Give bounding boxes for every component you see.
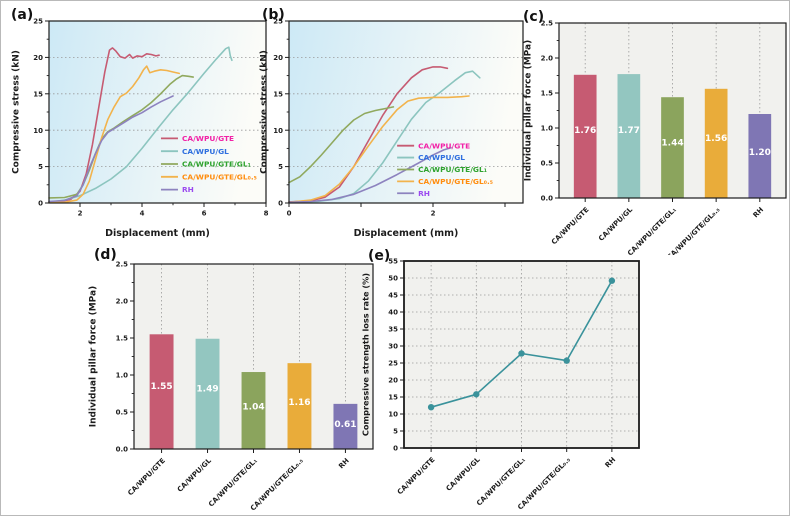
svg-text:1.16: 1.16 bbox=[288, 398, 310, 408]
panel-b-tag: (b) bbox=[262, 7, 285, 23]
svg-text:CA/WPU/GL: CA/WPU/GL bbox=[597, 205, 634, 242]
svg-text:35: 35 bbox=[388, 326, 398, 334]
svg-text:2.0: 2.0 bbox=[116, 298, 129, 306]
svg-text:2: 2 bbox=[431, 210, 436, 218]
svg-text:20: 20 bbox=[388, 377, 398, 385]
svg-text:4: 4 bbox=[140, 210, 145, 218]
chart-c-canvas: 1.76 1.77 1.44 1.56 1.20 0.0 0.5 1.0 1.5 2.0 2.5 CA… bbox=[524, 20, 787, 255]
chart-d-canvas: 1.55 1.49 1.04 1.16 0.61 0.0 0.5 1.0 1.5 2.0 2.5 CA… bbox=[89, 261, 374, 513]
svg-text:1.77: 1.77 bbox=[618, 126, 640, 136]
svg-text:Individual pillar force (MPa): Individual pillar force (MPa) bbox=[524, 40, 534, 181]
svg-text:0.5: 0.5 bbox=[116, 409, 129, 417]
svg-text:0: 0 bbox=[38, 200, 43, 208]
svg-text:55: 55 bbox=[388, 258, 398, 266]
svg-text:CA/WPU/GTE/GL₁: CA/WPU/GTE/GL₁ bbox=[475, 456, 527, 508]
panel-a-line-chart: (a) 0 5 10 15 20 25 2 4 6 8 Displacement (mm) Compr… bbox=[9, 5, 271, 241]
svg-text:Displacement (mm): Displacement (mm) bbox=[105, 228, 210, 239]
svg-text:CA/WPU/GL: CA/WPU/GL bbox=[418, 153, 465, 162]
svg-text:0.61: 0.61 bbox=[334, 420, 356, 430]
svg-text:CA/WPU/GTE/GL₀.₅: CA/WPU/GTE/GL₀.₅ bbox=[418, 177, 493, 186]
svg-text:Compressive stress (kN): Compressive stress (kN) bbox=[12, 50, 22, 174]
svg-text:0: 0 bbox=[287, 210, 292, 218]
panel-e-tag: (e) bbox=[368, 248, 391, 264]
svg-text:20: 20 bbox=[273, 54, 283, 62]
svg-text:1.20: 1.20 bbox=[749, 148, 771, 158]
svg-text:RH: RH bbox=[337, 457, 351, 471]
svg-text:CA/WPU/GTE: CA/WPU/GTE bbox=[396, 456, 437, 497]
svg-text:40: 40 bbox=[388, 309, 398, 317]
svg-text:1.76: 1.76 bbox=[574, 126, 596, 136]
svg-text:RH: RH bbox=[604, 456, 618, 470]
svg-text:CA/WPU/GL: CA/WPU/GL bbox=[182, 147, 229, 156]
svg-text:2.0: 2.0 bbox=[541, 55, 554, 63]
svg-text:15: 15 bbox=[33, 90, 43, 98]
panel-b-line-chart: (b) 0 5 10 15 20 25 0 2 Displacement (mm) Compres… bbox=[257, 5, 528, 241]
svg-text:1.55: 1.55 bbox=[150, 382, 172, 392]
svg-text:0: 0 bbox=[393, 445, 398, 453]
panel-d-bar-chart: (d) 1.55 1.49 1.04 1.16 0.61 0.0 0.5 1.0 1.5 2.0 2… bbox=[86, 245, 377, 515]
svg-text:20: 20 bbox=[33, 54, 43, 62]
svg-text:2.5: 2.5 bbox=[116, 261, 129, 269]
svg-text:25: 25 bbox=[33, 18, 43, 26]
svg-text:1.49: 1.49 bbox=[196, 384, 218, 394]
svg-text:30: 30 bbox=[388, 343, 398, 351]
svg-text:0.0: 0.0 bbox=[116, 446, 129, 454]
svg-text:Compressive strength loss rate: Compressive strength loss rate (%) bbox=[361, 273, 371, 436]
svg-text:CA/WPU/GTE/GL₁: CA/WPU/GTE/GL₁ bbox=[207, 457, 259, 509]
svg-text:8: 8 bbox=[264, 210, 269, 218]
svg-text:0.5: 0.5 bbox=[541, 160, 554, 168]
svg-text:0.0: 0.0 bbox=[541, 195, 554, 203]
svg-text:25: 25 bbox=[273, 18, 283, 26]
svg-text:1.5: 1.5 bbox=[116, 335, 129, 343]
chart-a-canvas: 0 5 10 15 20 25 2 4 6 8 Displacement (mm) Compressi… bbox=[12, 18, 269, 239]
svg-text:1.0: 1.0 bbox=[116, 372, 129, 380]
svg-text:CA/WPU/GL: CA/WPU/GL bbox=[445, 455, 482, 492]
svg-text:CA/WPU/GTE/GL₀.₅: CA/WPU/GTE/GL₀.₅ bbox=[182, 172, 257, 181]
svg-text:45: 45 bbox=[388, 292, 398, 300]
svg-text:1.5: 1.5 bbox=[541, 90, 554, 98]
svg-text:5: 5 bbox=[393, 428, 398, 436]
panel-c-bar-chart: (c) 1.76 1.77 1.44 1.56 1.20 0.0 0.5 1.0 1.5 2.0 2… bbox=[521, 5, 789, 255]
svg-text:1.56: 1.56 bbox=[705, 134, 727, 144]
svg-text:1.44: 1.44 bbox=[661, 139, 683, 149]
svg-text:CA/WPU/GTE/GL₀.₅: CA/WPU/GTE/GL₀.₅ bbox=[516, 456, 572, 512]
svg-text:CA/WPU/GTE: CA/WPU/GTE bbox=[126, 457, 167, 498]
svg-text:RH: RH bbox=[182, 185, 194, 194]
panel-a-tag: (a) bbox=[11, 7, 34, 23]
svg-text:CA/WPU/GTE: CA/WPU/GTE bbox=[182, 134, 234, 143]
svg-text:2.5: 2.5 bbox=[541, 20, 554, 28]
svg-text:Displacement (mm): Displacement (mm) bbox=[354, 228, 459, 239]
panel-c-tag: (c) bbox=[523, 9, 545, 25]
svg-text:CA/WPU/GTE/GL₀.₅: CA/WPU/GTE/GL₀.₅ bbox=[249, 457, 305, 513]
svg-text:CA/WPU/GTE: CA/WPU/GTE bbox=[550, 206, 591, 247]
svg-text:10: 10 bbox=[33, 127, 43, 135]
chart-b-canvas: 0 5 10 15 20 25 0 2 Displacement (mm) Compressive… bbox=[260, 18, 524, 239]
panel-d-tag: (d) bbox=[94, 247, 117, 263]
svg-text:1.04: 1.04 bbox=[242, 403, 264, 413]
svg-text:15: 15 bbox=[388, 394, 398, 402]
svg-text:50: 50 bbox=[388, 275, 398, 283]
svg-text:Compressive stress (kN): Compressive stress (kN) bbox=[260, 50, 270, 174]
svg-text:15: 15 bbox=[273, 90, 283, 98]
svg-text:10: 10 bbox=[273, 127, 283, 135]
panel-e-scatter-chart: (e) 0 5 10 15 20 25 30 35 40 45 50 55 CA/WPU/GTE CA/W… bbox=[359, 245, 643, 515]
svg-text:CA/WPU/GTE/GL₁: CA/WPU/GTE/GL₁ bbox=[182, 160, 251, 169]
svg-text:6: 6 bbox=[202, 210, 207, 218]
svg-text:CA/WPU/GL: CA/WPU/GL bbox=[176, 456, 213, 493]
svg-text:2: 2 bbox=[78, 210, 83, 218]
svg-text:5: 5 bbox=[38, 163, 43, 171]
svg-text:5: 5 bbox=[278, 163, 283, 171]
svg-text:0: 0 bbox=[278, 200, 283, 208]
svg-text:RH: RH bbox=[752, 206, 766, 220]
svg-text:10: 10 bbox=[388, 411, 398, 419]
svg-text:Individual pillar force (MPa): Individual pillar force (MPa) bbox=[89, 286, 99, 427]
svg-text:25: 25 bbox=[388, 360, 398, 368]
svg-text:RH: RH bbox=[418, 189, 430, 198]
svg-text:CA/WPU/GTE: CA/WPU/GTE bbox=[418, 141, 470, 150]
svg-text:CA/WPU/GTE/GL₁: CA/WPU/GTE/GL₁ bbox=[418, 165, 487, 174]
svg-text:1.0: 1.0 bbox=[541, 125, 554, 133]
